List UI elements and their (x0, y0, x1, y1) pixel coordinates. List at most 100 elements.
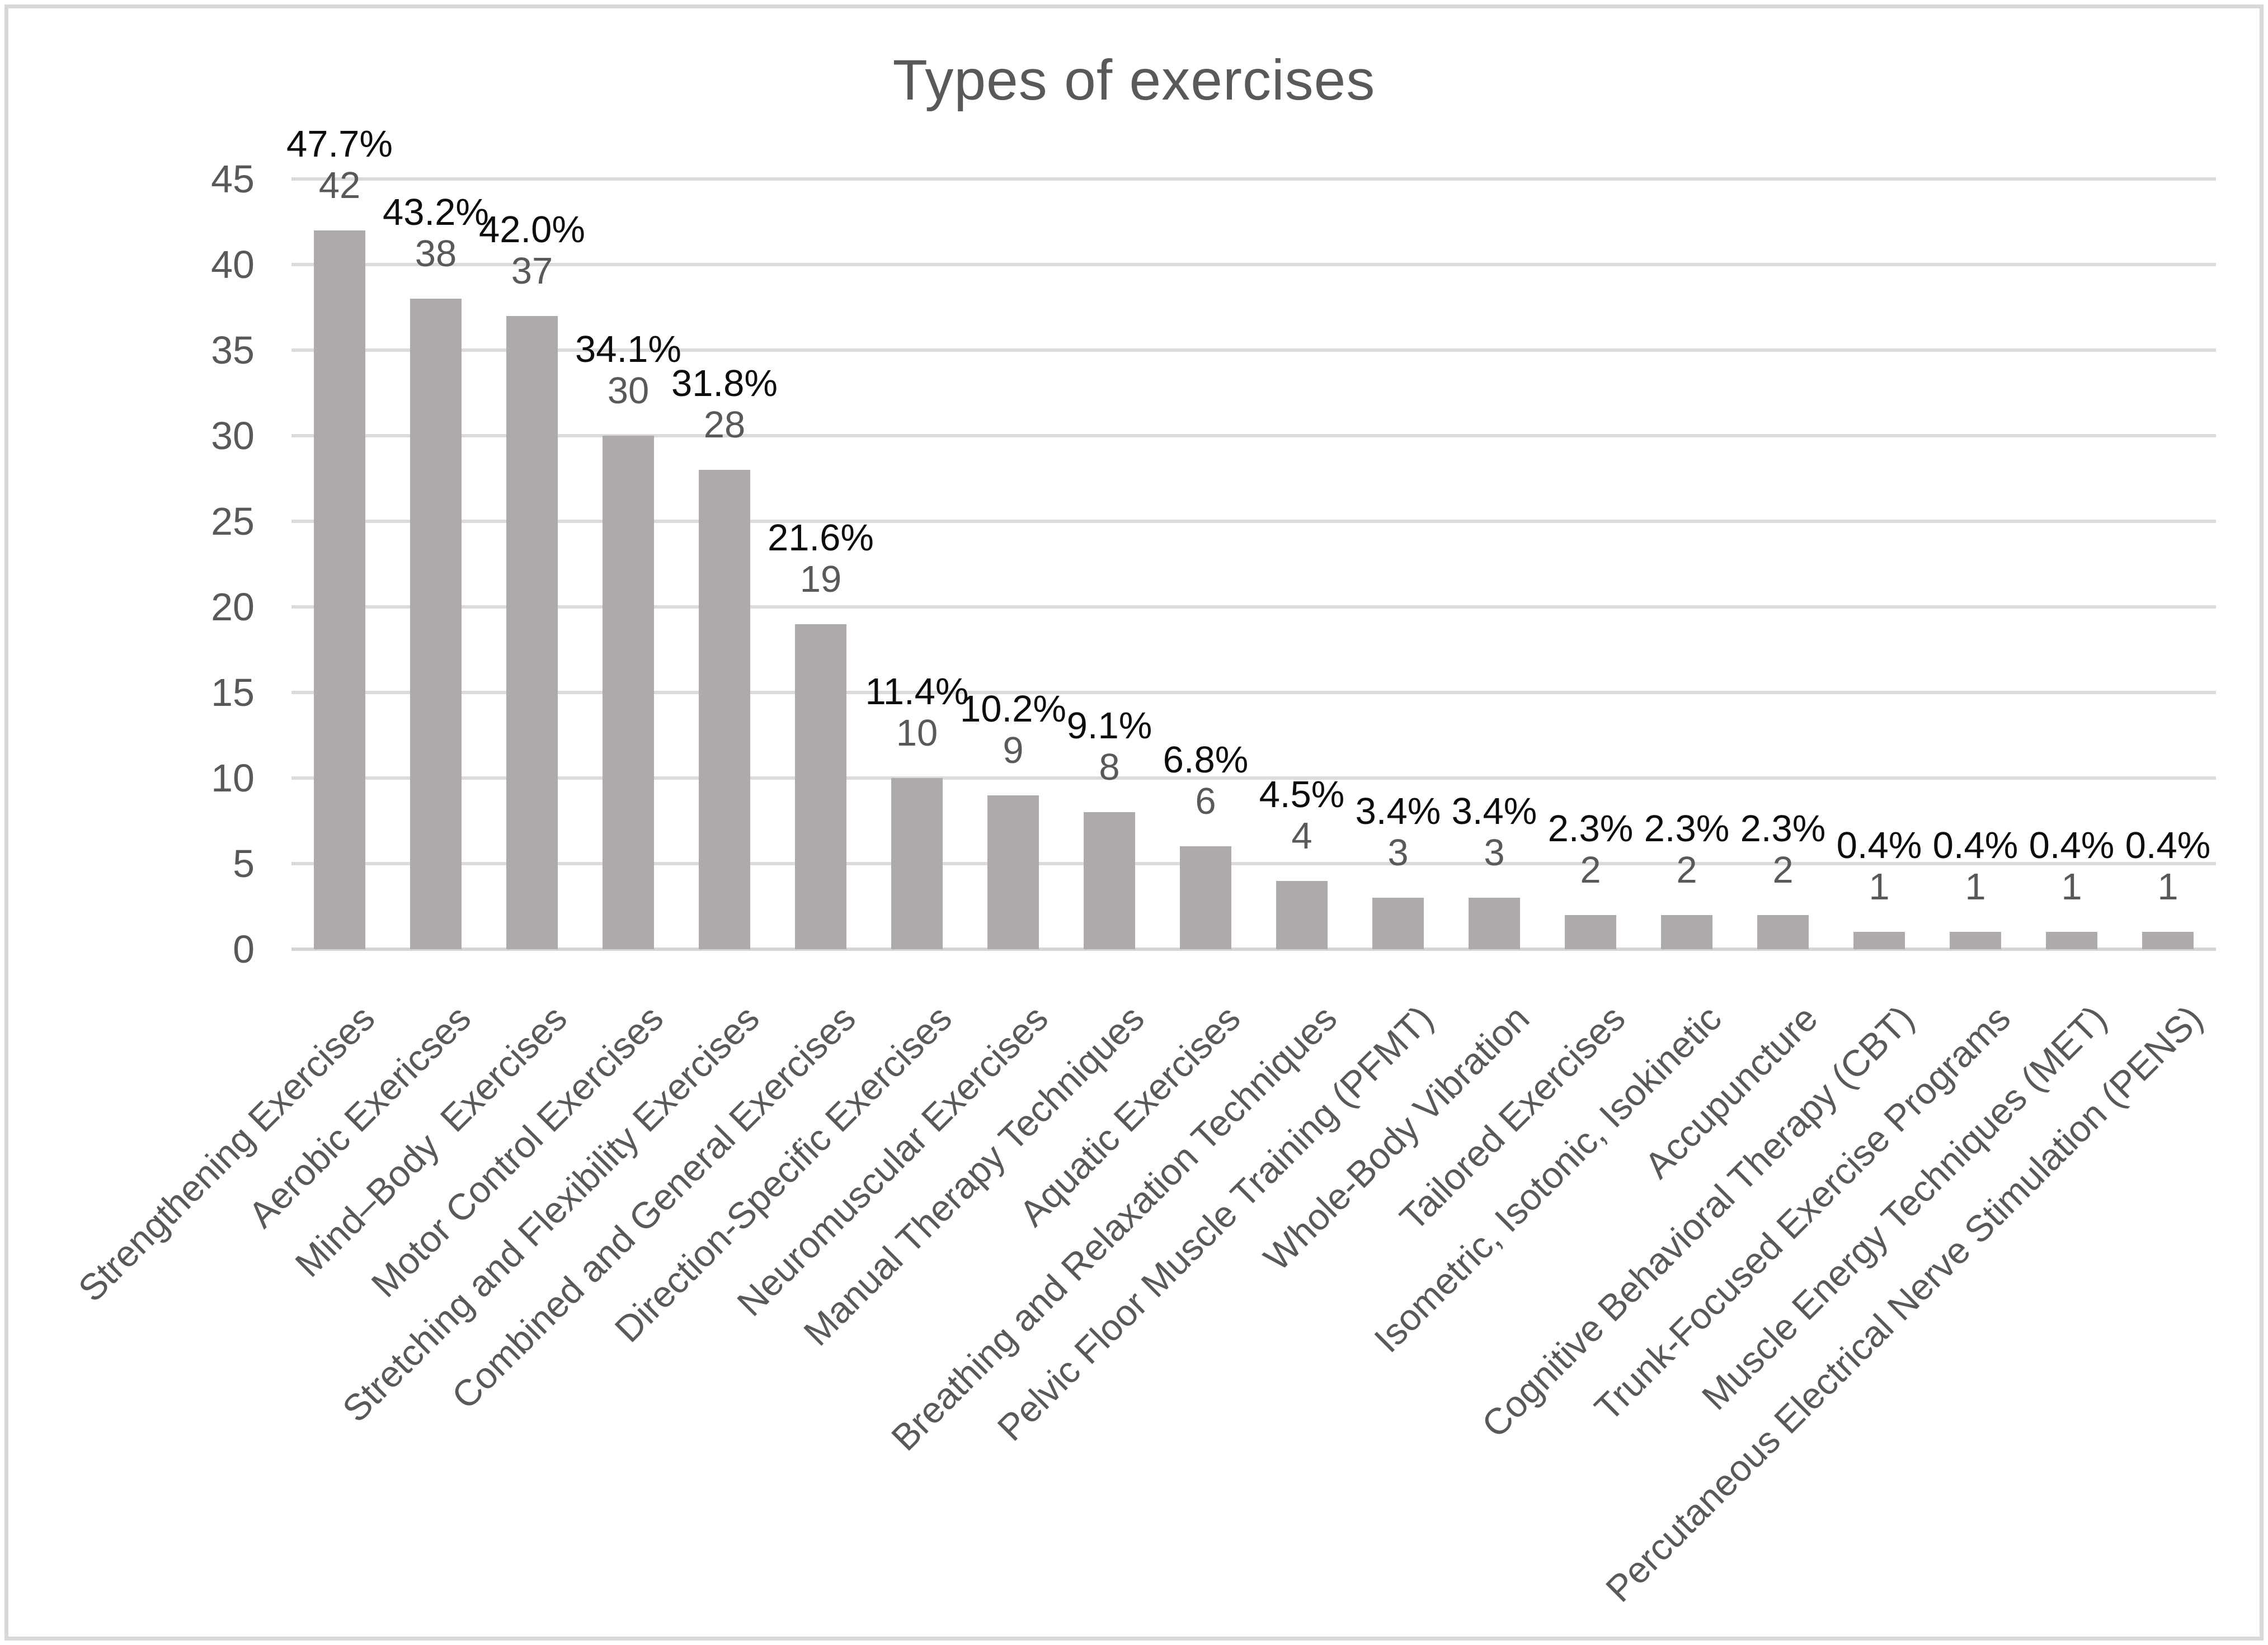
bar (1180, 846, 1231, 949)
y-axis-tick-label: 20 (211, 585, 255, 629)
bar (699, 470, 750, 949)
bar-data-label: 0.4% 1 (1926, 825, 2217, 908)
bar-count-label: 3 (1484, 832, 1505, 874)
bar (1084, 812, 1135, 949)
bar-percent-label: 3.4% (1451, 790, 1537, 833)
bar-percent-label: 6.8% (1163, 739, 1249, 781)
bar-data-label: 43.2% 38 (290, 192, 581, 275)
bar-data-label: 3.4% 3 (1349, 791, 1640, 874)
bar-percent-label: 0.4% (1836, 824, 1922, 867)
y-axis-tick-label: 40 (211, 243, 255, 286)
bar-data-label: 4.5% 4 (1156, 774, 1447, 857)
bar-percent-label: 2.3% (1547, 807, 1634, 850)
bar-percent-label: 21.6% (768, 516, 874, 559)
gridline (291, 177, 2216, 181)
x-axis-category-label: Accupuncture (1636, 997, 1826, 1186)
bar (603, 436, 654, 949)
bar (1950, 932, 2001, 949)
bar-percent-label: 42.0% (479, 208, 585, 251)
bar-count-label: 19 (799, 558, 842, 600)
bar-data-label: 2.3% 2 (1638, 808, 1928, 891)
bar (1565, 915, 1616, 949)
chart-title: Types of exercises (892, 48, 1376, 112)
bar-count-label: 1 (2157, 866, 2178, 908)
gridline (291, 263, 2216, 266)
bar (891, 778, 943, 949)
bar-count-label: 1 (1965, 866, 1986, 908)
bar-percent-label: 31.8% (671, 362, 778, 405)
bar-count-label: 30 (607, 370, 650, 412)
bar-percent-label: 0.4% (1932, 824, 2018, 867)
bar-data-label: 0.4% 1 (2022, 825, 2268, 908)
bar-count-label: 2 (1580, 849, 1601, 891)
bar-percent-label: 10.2% (960, 687, 1066, 730)
bar-percent-label: 43.2% (383, 191, 489, 234)
bar (1372, 898, 1424, 949)
bar-data-label: 47.7% 42 (194, 123, 485, 206)
bar-data-label: 3.4% 3 (1253, 791, 1544, 874)
y-axis-tick-label: 10 (211, 756, 255, 800)
bar-count-label: 37 (511, 249, 553, 292)
bar-data-label: 6.8% 6 (1060, 739, 1351, 822)
bar-count-label: 42 (318, 164, 361, 206)
bar-data-label: 31.8% 28 (579, 363, 870, 446)
x-axis-line (291, 948, 2216, 951)
y-axis-tick-label: 45 (211, 157, 255, 201)
bar-percent-label: 0.4% (2125, 824, 2211, 867)
bar-data-label: 9.1% 8 (964, 705, 1255, 788)
bar-count-label: 4 (1291, 814, 1312, 857)
bar-percent-label: 2.3% (1644, 807, 1730, 850)
bar-percent-label: 4.5% (1259, 773, 1345, 816)
bar-data-label: 11.4% 10 (771, 671, 1062, 754)
bar (795, 624, 846, 949)
bar-data-label: 42.0% 37 (387, 209, 677, 292)
bar-percent-label: 0.4% (2029, 824, 2115, 867)
bar-count-label: 8 (1099, 746, 1120, 789)
bar-count-label: 2 (1676, 849, 1697, 891)
bar (506, 315, 558, 949)
bar-percent-label: 34.1% (575, 328, 681, 370)
y-axis-tick-label: 0 (233, 927, 255, 971)
gridline (291, 605, 2216, 609)
y-axis-tick-label: 30 (211, 414, 255, 458)
y-axis-tick-label: 25 (211, 499, 255, 543)
gridline (291, 776, 2216, 780)
bar-count-label: 10 (896, 712, 938, 754)
gridline (291, 691, 2216, 694)
bar-count-label: 28 (703, 404, 746, 446)
bar (987, 795, 1039, 949)
bar (410, 299, 462, 949)
bar (1661, 915, 1712, 949)
bar-data-label: 2.3% 2 (1541, 808, 1832, 891)
bar (2142, 932, 2194, 949)
bar-percent-label: 9.1% (1066, 705, 1152, 747)
x-axis-category-label: Breathing and Relaxation Techniques (883, 997, 1345, 1459)
bar-count-label: 1 (1869, 866, 1890, 908)
gridline (291, 862, 2216, 865)
bar-data-label: 0.4% 1 (1734, 825, 2025, 908)
y-axis-tick-label: 5 (233, 842, 255, 885)
bar-count-label: 6 (1195, 780, 1216, 823)
bar-data-label: 34.1% 30 (483, 329, 774, 412)
bar-data-label: 0.4% 1 (1830, 825, 2121, 908)
bar-count-label: 38 (415, 233, 457, 275)
y-axis-tick-label: 35 (211, 328, 255, 372)
y-axis-tick-label: 15 (211, 671, 255, 714)
bar (1757, 915, 1809, 949)
gridline (291, 348, 2216, 352)
gridline (291, 434, 2216, 437)
bar-percent-label: 3.4% (1355, 790, 1441, 833)
bar (314, 230, 365, 949)
bar-count-label: 3 (1387, 832, 1409, 874)
bar-count-label: 2 (1772, 849, 1794, 891)
bar (1853, 932, 1905, 949)
bar-data-label: 2.3% 2 (1445, 808, 1736, 891)
bar-data-label: 10.2% 9 (868, 687, 1159, 771)
bar-count-label: 9 (1003, 729, 1024, 771)
bar-percent-label: 11.4% (865, 671, 969, 713)
gridline (291, 520, 2216, 523)
bar (1469, 898, 1520, 949)
bar-count-label: 1 (2061, 866, 2082, 908)
bar (2046, 932, 2097, 949)
